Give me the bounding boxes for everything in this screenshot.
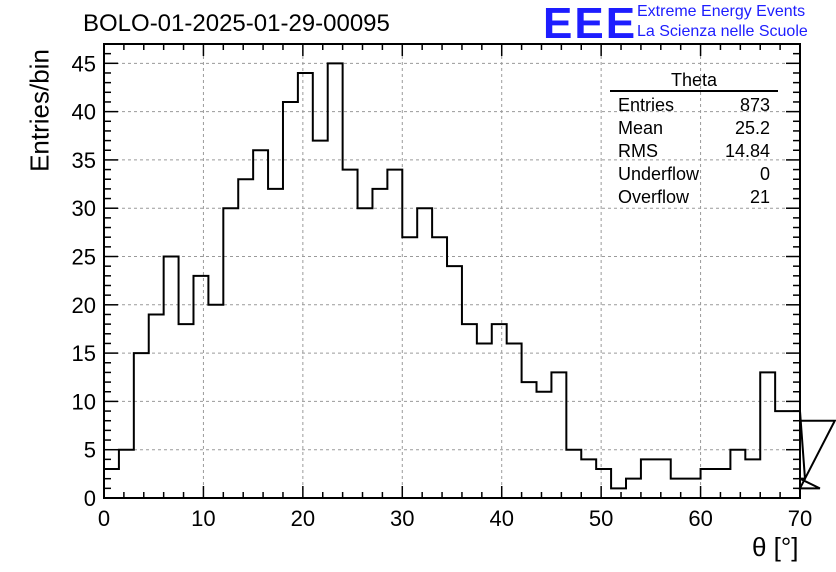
eee-logo: EEE: [543, 0, 638, 48]
x-tick-label: 40: [489, 506, 513, 531]
y-tick-label: 10: [72, 389, 96, 414]
stats-row-mean: Mean 25.2: [610, 117, 778, 140]
histogram-bin: [671, 479, 686, 498]
y-tick-label: 45: [72, 51, 96, 76]
histogram-bin: [551, 372, 566, 498]
stats-label: Mean: [618, 118, 664, 138]
x-axis-label: θ [°]: [752, 532, 799, 562]
histogram-bin: [477, 343, 492, 498]
histogram-bin: [104, 469, 119, 498]
x-tick-label: 0: [98, 506, 110, 531]
stats-label: Entries: [618, 95, 675, 115]
x-tick-label: 20: [291, 506, 315, 531]
stats-row-underflow: Underflow 0: [610, 163, 778, 186]
stats-title: Theta: [610, 71, 778, 92]
y-tick-label: 30: [72, 196, 96, 221]
histogram-bin: [492, 324, 507, 498]
histogram-bin: [313, 141, 328, 498]
histogram-bin: [790, 411, 800, 498]
histogram-bin: [253, 150, 268, 498]
histogram-bin: [343, 170, 358, 498]
histogram-bin: [372, 189, 387, 498]
stats-row-overflow: Overflow 21: [610, 186, 778, 209]
histogram-bin: [686, 479, 701, 498]
stats-row-rms: RMS 14.84: [610, 140, 778, 163]
histogram-bin: [149, 314, 164, 498]
stats-value: 0: [759, 164, 770, 184]
y-tick-label: 5: [84, 438, 96, 463]
stats-row-entries: Entries 873: [610, 94, 778, 117]
histogram-bin: [134, 353, 149, 498]
histogram-bin: [745, 459, 760, 498]
histogram-bin: [208, 305, 223, 498]
histogram-bin: [462, 324, 477, 498]
histogram-bin: [626, 479, 641, 498]
histogram-bin: [328, 63, 343, 498]
stats-value: 25.2: [734, 118, 770, 138]
y-tick-label: 15: [72, 341, 96, 366]
histogram-bin: [432, 237, 447, 498]
stats-value: 21: [749, 187, 770, 207]
histogram-line: [103, 62, 836, 498]
histogram-bin: [298, 73, 313, 498]
histogram-bin: [387, 170, 402, 498]
histogram-bin: [730, 450, 745, 498]
y-tick-label: 40: [72, 100, 96, 125]
histogram-bin: [596, 469, 611, 498]
histogram-bin: [447, 266, 462, 498]
x-tick-label: 50: [589, 506, 613, 531]
histogram-bin: [775, 411, 790, 498]
y-axis-label: Entries/bin: [24, 49, 55, 172]
histogram-bin: [268, 189, 283, 498]
histogram-bin: [119, 450, 134, 498]
histogram-bin: [715, 469, 730, 498]
stats-label: RMS: [618, 141, 658, 161]
histogram-bin: [283, 102, 298, 498]
histogram-bin: [179, 324, 194, 498]
stats-label: Underflow: [618, 164, 700, 184]
histogram-bin: [701, 469, 716, 498]
y-tick-label: 20: [72, 293, 96, 318]
histogram-bin: [164, 257, 179, 498]
y-tick-label: 35: [72, 148, 96, 173]
histogram-bin: [507, 343, 522, 498]
logo-text: Extreme Energy Events La Scienza nelle S…: [637, 2, 808, 42]
histogram-bin: [581, 459, 596, 498]
plot-title: BOLO-01-2025-01-29-00095: [83, 10, 390, 37]
histogram-bin: [402, 237, 417, 498]
x-tick-label: 10: [191, 506, 215, 531]
stats-label: Overflow: [618, 187, 690, 207]
histogram-bin: [760, 372, 775, 498]
stats-value: 14.84: [724, 141, 770, 161]
histogram-bin: [566, 450, 581, 498]
histogram-bin: [611, 488, 626, 498]
y-tick-label: 25: [72, 245, 96, 270]
histogram-bin: [537, 392, 552, 498]
logo-line-1: Extreme Energy Events: [637, 3, 806, 20]
logo-line-2: La Scienza nelle Scuole: [637, 23, 808, 40]
x-tick-label: 30: [390, 506, 414, 531]
y-tick-label: 0: [84, 486, 96, 511]
stats-box: Theta Entries 873 Mean 25.2 RMS 14.84 Un…: [610, 71, 778, 209]
histogram-bin: [193, 276, 208, 498]
histogram-bin: [656, 459, 671, 498]
histogram-bin: [522, 382, 537, 498]
stats-value: 873: [739, 95, 770, 115]
histogram-bin: [641, 459, 656, 498]
x-tick-label: 60: [688, 506, 712, 531]
x-tick-label: 70: [788, 506, 812, 531]
plot-frame: [103, 43, 801, 499]
